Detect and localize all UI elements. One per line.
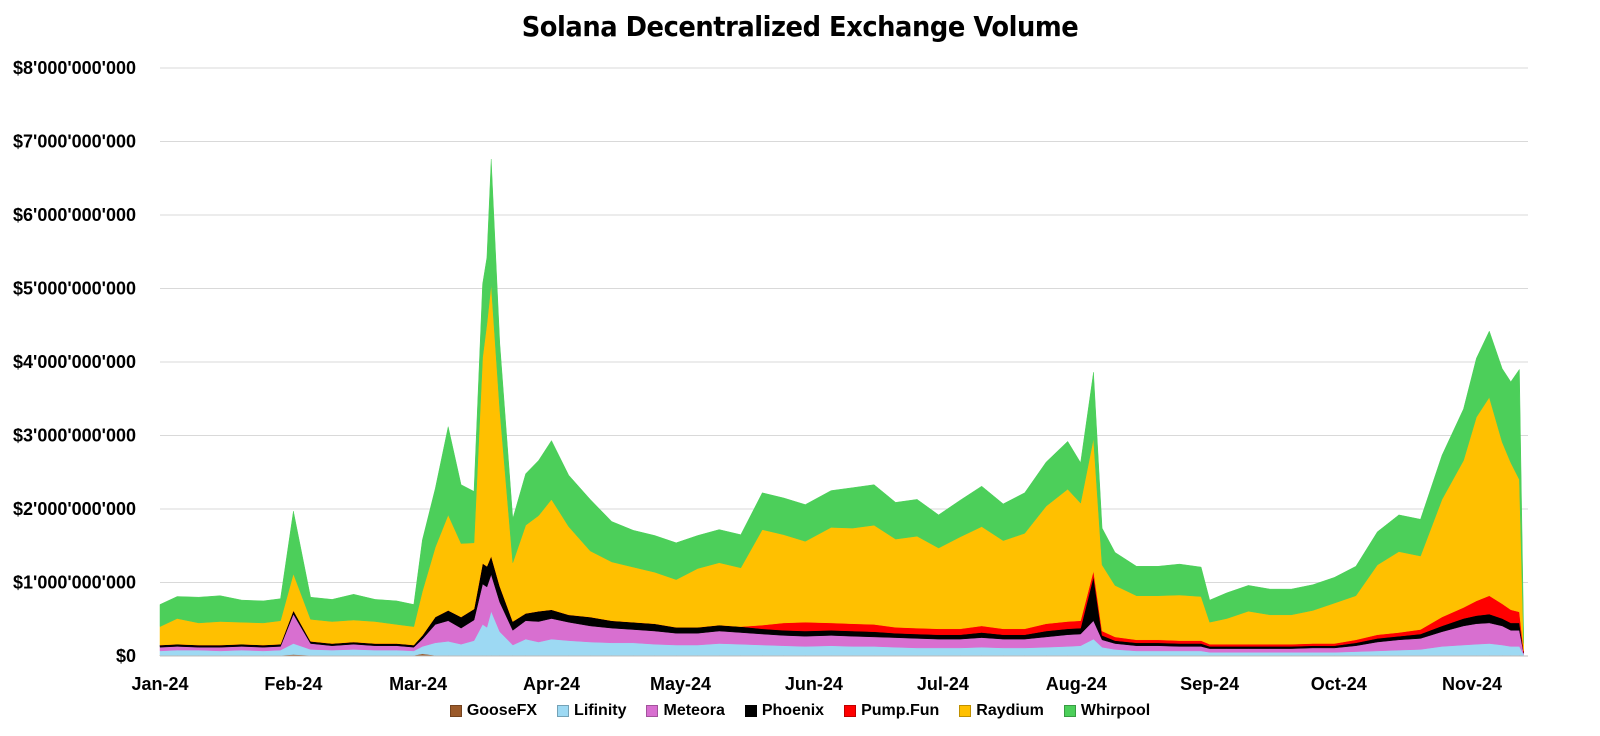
x-tick-label: Nov-24 bbox=[1442, 674, 1502, 694]
x-tick-label: Jul-24 bbox=[917, 674, 969, 694]
y-tick-label: $6'000'000'000 bbox=[13, 205, 136, 225]
x-tick-label: May-24 bbox=[650, 674, 711, 694]
x-tick-label: Feb-24 bbox=[264, 674, 322, 694]
legend-item-raydium: Raydium bbox=[959, 702, 1044, 720]
legend-item-whirpool: Whirpool bbox=[1063, 702, 1151, 720]
stacked-areas bbox=[159, 159, 1524, 657]
legend-swatch bbox=[1063, 705, 1076, 717]
x-tick-label: Jan-24 bbox=[131, 674, 188, 694]
y-tick-label: $3'000'000'000 bbox=[13, 426, 136, 446]
y-tick-label: $5'000'000'000 bbox=[13, 279, 136, 299]
legend-label: Raydium bbox=[976, 702, 1044, 719]
legend-item-lifinity: Lifinity bbox=[557, 702, 626, 720]
x-tick-label: Aug-24 bbox=[1046, 674, 1107, 694]
y-tick-label: $2'000'000'000 bbox=[13, 499, 136, 519]
legend-swatch bbox=[646, 705, 659, 717]
x-tick-label: Mar-24 bbox=[389, 674, 447, 694]
axes: $0 $1'000'000'000 $2'000'000'000 $3'000'000… bbox=[13, 58, 1528, 694]
y-tick-label: $0 bbox=[116, 646, 136, 666]
legend-item-meteora: Meteora bbox=[646, 702, 725, 720]
legend: GooseFX Lifinity Meteora Phoenix Pump.Fun Ray… bbox=[0, 702, 1600, 720]
x-tick-label: Jun-24 bbox=[785, 674, 843, 694]
y-tick-label: $1'000'000'000 bbox=[13, 573, 136, 593]
legend-item-phoenix: Phoenix bbox=[744, 702, 825, 720]
legend-label: Pump.Fun bbox=[861, 702, 940, 719]
legend-item-goosefx: GooseFX bbox=[449, 702, 538, 720]
legend-label: Lifinity bbox=[574, 702, 627, 719]
y-tick-label: $8'000'000'000 bbox=[13, 58, 136, 78]
legend-label: Meteora bbox=[663, 702, 725, 719]
legend-swatch bbox=[744, 705, 757, 717]
legend-label: GooseFX bbox=[466, 702, 538, 719]
x-tick-label: Apr-24 bbox=[523, 674, 580, 694]
legend-swatch bbox=[449, 705, 462, 717]
y-tick-label: $7'000'000'000 bbox=[13, 132, 136, 152]
x-tick-label: Sep-24 bbox=[1180, 674, 1239, 694]
legend-label: Whirpool bbox=[1080, 702, 1151, 719]
legend-item-pump-fun: Pump.Fun bbox=[844, 702, 939, 720]
legend-swatch bbox=[557, 705, 570, 717]
legend-label: Phoenix bbox=[761, 702, 825, 719]
x-tick-label: Oct-24 bbox=[1311, 674, 1367, 694]
chart-title: Solana Decentralized Exchange Volume bbox=[521, 10, 1079, 43]
legend-swatch bbox=[959, 705, 972, 717]
legend-swatch bbox=[844, 705, 857, 717]
area-series-whirpool bbox=[159, 159, 1524, 644]
y-tick-label: $4'000'000'000 bbox=[13, 352, 136, 372]
